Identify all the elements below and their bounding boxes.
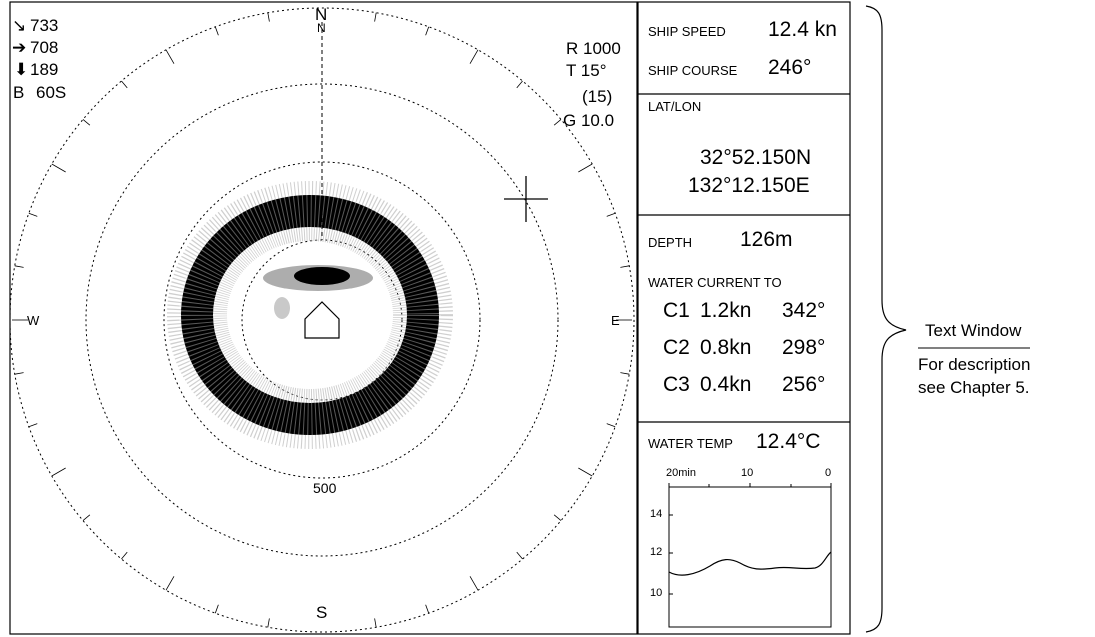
bearing-tick [28, 212, 38, 217]
fish-echo [167, 181, 453, 449]
longitude-value: 132°12.150E [688, 174, 810, 197]
graph-y-12: 12 [650, 546, 663, 558]
bearing-tick [82, 514, 91, 521]
b-label: B [13, 83, 25, 102]
depth-value: 126m [740, 228, 793, 251]
bearing-tick [516, 80, 523, 89]
bearing-tick [578, 467, 593, 477]
bearing-tick [553, 119, 562, 126]
graph-time-20min: 20min [666, 467, 696, 479]
depth-label: DEPTH [648, 235, 693, 250]
bearing-ticks [12, 12, 632, 628]
bearing-tick [425, 26, 430, 36]
readout-189: 189 [30, 60, 59, 79]
water-temp-label: WATER TEMP [648, 436, 733, 451]
current-c3-dir: 256° [782, 373, 826, 396]
bearing-tick [14, 265, 24, 268]
bearing-tick [620, 372, 630, 375]
west-label: W [27, 313, 40, 328]
range-ring-3 [85, 83, 559, 557]
latitude-value: 32°52.150N [700, 146, 812, 169]
ship-course-label: SHIP COURSE [648, 63, 738, 78]
water-temp-value: 12.4°C [756, 430, 821, 453]
bearing-tick [267, 618, 270, 628]
graph-time-0: 0 [825, 467, 832, 479]
bearing-tick [121, 551, 128, 560]
bearing-tick [606, 423, 616, 428]
readout-708: 708 [30, 38, 59, 57]
east-label: E [611, 313, 620, 328]
graph-y-10: 10 [650, 587, 663, 599]
latlon-label: LAT/LON [648, 99, 702, 114]
range-ring-outer [10, 7, 635, 633]
bearing-tick [165, 49, 175, 64]
bearing-tick [14, 372, 24, 375]
bearing-tick [51, 163, 66, 173]
own-ship-mark [304, 301, 340, 339]
arrow-down-icon: ⬇ [14, 60, 29, 79]
bearing-tick [553, 514, 562, 521]
current-c3-id: C3 [663, 373, 690, 396]
current-c1-speed: 1.2kn [700, 299, 752, 322]
callout-desc-line2: see Chapter 5. [918, 378, 1030, 397]
arrow-down-right-icon: ↘ [12, 16, 27, 35]
text-window-frame [637, 1, 851, 635]
gain-setting: G 10.0 [563, 111, 615, 130]
range-ring-2 [163, 161, 481, 479]
south-label: S [316, 603, 328, 622]
current-c2-dir: 298° [782, 336, 826, 359]
tilt-setting: T 15° [566, 61, 607, 80]
current-c1-dir: 342° [782, 299, 826, 322]
bearing-tick [425, 604, 430, 614]
current-c2-speed: 0.8kn [700, 336, 752, 359]
bearing-tick [516, 551, 523, 560]
north-label-inner: N [317, 21, 326, 35]
ship-speed-label: SHIP SPEED [648, 24, 726, 39]
bearing-tick [620, 265, 630, 268]
bearing-tick [165, 576, 175, 591]
water-temp-graph [668, 483, 832, 628]
graph-y-14: 14 [650, 508, 663, 520]
water-current-label: WATER CURRENT TO [648, 275, 782, 290]
current-c2-id: C2 [663, 336, 690, 359]
bearing-tick [606, 212, 616, 217]
text-window-brace [865, 5, 907, 633]
bearing-tick [374, 12, 377, 22]
arrow-right-icon: ➔ [12, 38, 27, 57]
bearing-tick [82, 119, 91, 126]
temp-curve [668, 551, 832, 576]
bearing-tick [374, 618, 377, 628]
ship-course-value: 246° [768, 56, 812, 79]
graph-time-10: 10 [741, 467, 754, 479]
inner-echo [263, 265, 373, 319]
b-value: 60S [36, 83, 67, 102]
north-label: N [315, 5, 328, 24]
bearing-tick [469, 49, 479, 64]
ship-speed-value: 12.4 kn [768, 18, 837, 41]
bearing-tick [214, 26, 219, 36]
ring-range-label: 500 [313, 480, 337, 496]
current-c1-id: C1 [663, 299, 690, 322]
current-c3-speed: 0.4kn [700, 373, 752, 396]
bearing-tick [214, 604, 219, 614]
cursor-crosshair[interactable] [504, 176, 548, 222]
bearing-tick [28, 423, 38, 428]
bearing-tick [51, 467, 66, 477]
bearing-tick [267, 12, 270, 22]
bearing-tick [578, 163, 593, 173]
bearing-tick [469, 576, 479, 591]
tilt-paren: (15) [582, 87, 613, 106]
range-setting: R 1000 [566, 39, 621, 58]
bearing-tick [121, 80, 128, 89]
callout-desc-line1: For description [918, 355, 1031, 374]
readout-733: 733 [30, 16, 59, 35]
callout-title: Text Window [925, 321, 1022, 340]
